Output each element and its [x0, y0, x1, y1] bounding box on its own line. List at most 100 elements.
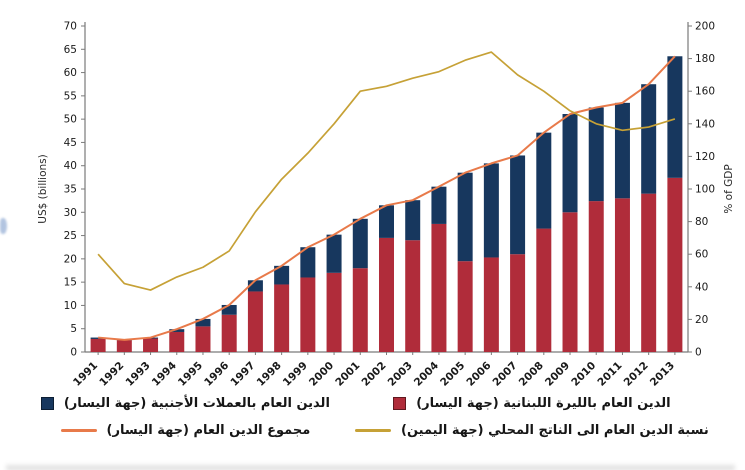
- bar-lira: [221, 314, 237, 352]
- y-tick-label-left: 25: [64, 230, 77, 242]
- x-tick-label: 2004: [412, 360, 441, 389]
- bar-lira: [326, 272, 342, 352]
- y-tick-label-left: 35: [64, 184, 77, 196]
- y-tick-label-left: 70: [64, 21, 77, 33]
- bar-foreign-currency: [300, 247, 316, 278]
- y-tick-label-left: 5: [70, 323, 77, 335]
- bar-foreign-currency: [274, 265, 290, 285]
- bar-lira: [457, 261, 473, 352]
- x-tick-label: 2000: [307, 360, 336, 389]
- y-tick-label-right: 20: [695, 314, 708, 326]
- bar-lira: [483, 257, 499, 352]
- chart: 0 5 10 15 20 25 30 35 40 45 50 55 60 65 70 0 20 40 60 80 100…: [37, 21, 735, 389]
- legend-label: الدين العام بالعملات الأجنبية (جهة اليسا…: [63, 396, 330, 411]
- bar-foreign-currency: [536, 132, 552, 229]
- bar-foreign-currency: [221, 304, 237, 315]
- bar-foreign-currency: [405, 200, 421, 241]
- y-tick-label-left: 60: [64, 67, 77, 79]
- bar-lira: [143, 338, 159, 352]
- chart-legend: الدين العام بالعملات الأجنبية (جهة اليسا…: [0, 390, 745, 438]
- x-tick-label: 1991: [71, 360, 100, 389]
- scan-artifact: [0, 218, 7, 234]
- bar-foreign-currency: [588, 107, 604, 202]
- bar-lira: [510, 254, 526, 352]
- bar-foreign-currency: [641, 84, 657, 194]
- orange-line-marker: [60, 429, 97, 432]
- x-tick-label: 2010: [569, 360, 598, 389]
- y-tick-label-right: 120: [695, 151, 715, 163]
- x-tick-label: 2008: [517, 360, 546, 389]
- y-tick-label-left: 15: [64, 277, 77, 289]
- legend-label: الدين العام بالليرة اللبنانية (جهة اليسا…: [416, 396, 671, 411]
- bar-lira: [667, 177, 683, 352]
- y-tick-label-right: 140: [695, 118, 715, 130]
- bar-foreign-currency: [379, 205, 394, 238]
- y-tick-label-right: 0: [695, 347, 702, 359]
- y-tick-label-left: 55: [64, 90, 77, 102]
- x-tick-label: 2002: [359, 360, 388, 389]
- y-tick-label-right: 80: [695, 216, 708, 228]
- x-tick-label: 2006: [464, 360, 493, 389]
- y-tick-label-left: 45: [64, 137, 77, 149]
- bar-lira: [405, 240, 421, 352]
- scan-shadow-artifact: [6, 463, 735, 470]
- right-axis-title: % of GDP: [723, 164, 735, 213]
- bar-lira: [379, 237, 394, 352]
- bar-foreign-currency: [169, 329, 185, 332]
- x-tick-label: 1997: [228, 360, 257, 389]
- x-tick-label: 2012: [622, 360, 651, 389]
- bar-lira: [195, 326, 211, 352]
- y-tick-label-left: 65: [64, 44, 77, 56]
- x-tick-label: 2011: [595, 360, 624, 389]
- bar-foreign-currency: [195, 318, 211, 327]
- x-tick-label: 1993: [124, 360, 153, 389]
- x-tick-label: 2013: [648, 360, 677, 389]
- y-tick-label-left: 10: [64, 300, 77, 312]
- red-square-marker: [393, 397, 407, 410]
- bar-foreign-currency: [457, 172, 473, 262]
- y-tick-label-left: 50: [64, 114, 77, 126]
- x-tick-label: 2009: [543, 360, 572, 389]
- bar-foreign-currency: [431, 186, 447, 224]
- legend-item-total-debt: مجموع الدين العام (جهة اليسار): [26, 423, 345, 438]
- bar-foreign-currency: [510, 155, 526, 255]
- bar-lira: [352, 268, 368, 352]
- y-tick-label-right: 60: [695, 249, 708, 261]
- x-tick-label: 1998: [255, 360, 284, 389]
- bar-lira: [536, 228, 552, 352]
- bar-lira: [431, 223, 447, 352]
- x-tick-label: 2007: [491, 360, 520, 389]
- y-tick-label-left: 0: [70, 347, 77, 359]
- axes: 0 5 10 15 20 25 30 35 40 45 50 55 60 65 70 0 20 40 60 80 100…: [64, 21, 715, 359]
- bars-group: [90, 56, 683, 352]
- x-tick-label: 1994: [150, 360, 179, 389]
- bar-lira: [641, 193, 657, 352]
- x-tick-label: 1992: [97, 360, 126, 389]
- bar-lira: [169, 331, 185, 352]
- bar-foreign-currency: [247, 280, 263, 292]
- yellow-line-marker: [355, 429, 391, 432]
- x-tick-label: 1995: [176, 360, 205, 389]
- legend-item-debt-to-gdp: نسبة الدين العام الى الناتج المحلي (جهة …: [345, 423, 719, 438]
- legend-label: مجموع الدين العام (جهة اليسار): [106, 423, 311, 438]
- x-tick-label: 2003: [386, 360, 415, 389]
- x-tick-label: 2005: [438, 360, 467, 389]
- bar-lira: [300, 277, 316, 352]
- y-tick-label-right: 180: [695, 53, 715, 65]
- y-tick-label-left: 40: [64, 160, 77, 172]
- bar-foreign-currency: [667, 56, 683, 178]
- bar-lira: [588, 201, 604, 352]
- gdp-ratio-line: [97, 51, 676, 291]
- legend-item-foreign-currency-debt: الدين العام بالعملات الأجنبية (جهة اليسا…: [26, 396, 345, 411]
- bar-foreign-currency: [326, 234, 342, 273]
- x-tick-label: 1996: [202, 360, 231, 389]
- y-tick-label-left: 20: [64, 253, 77, 265]
- x-labels: 1991199219931994199519961997199819992000…: [71, 352, 677, 389]
- y-tick-label-left: 30: [64, 207, 77, 219]
- y-tick-label-right: 200: [695, 21, 715, 33]
- bar-lira: [614, 198, 630, 352]
- bar-foreign-currency: [562, 114, 578, 213]
- x-tick-label: 2001: [333, 360, 362, 389]
- bar-foreign-currency: [352, 218, 368, 269]
